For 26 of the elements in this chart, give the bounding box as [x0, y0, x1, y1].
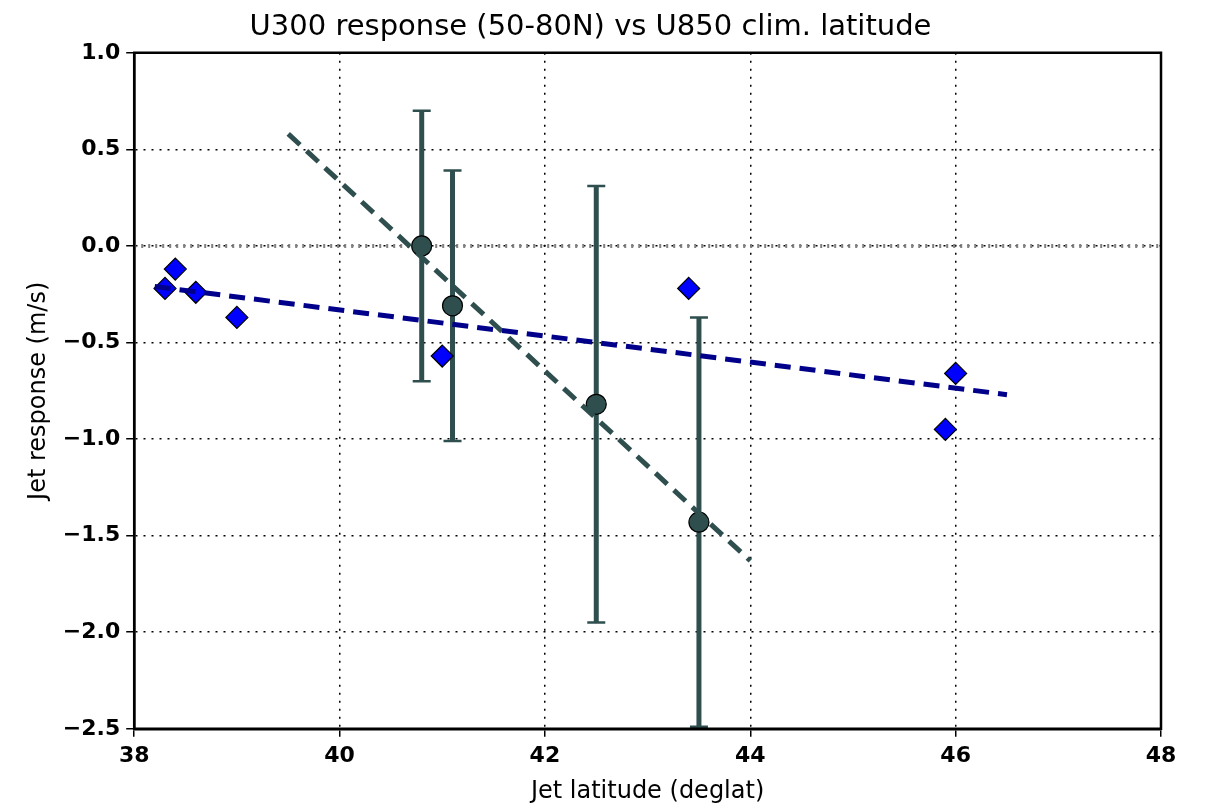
x-tick-label: 48	[1145, 741, 1177, 767]
point	[944, 361, 968, 386]
x-tick-label: 46	[940, 741, 971, 767]
y-tick-label: −1.5	[62, 521, 121, 547]
x-tick-label: 44	[734, 741, 766, 767]
chart-title: U300 response (50-80N) vs U850 clim. latitude	[249, 7, 932, 42]
y-tick-label: −2.5	[62, 714, 121, 740]
y-tick-label: −0.5	[62, 328, 121, 354]
point	[933, 417, 957, 442]
y-tick-label: 0.5	[81, 135, 121, 161]
x-tick-label: 42	[529, 741, 561, 767]
point	[430, 344, 454, 368]
point	[225, 305, 249, 330]
y-tick-label: 0.0	[81, 231, 121, 257]
point	[677, 276, 701, 301]
point	[411, 235, 433, 257]
y-axis-title: Jet response (m/s)	[22, 281, 51, 502]
x-tick-label: 38	[118, 741, 150, 767]
x-axis-title: Jet latitude (deglat)	[528, 775, 765, 804]
x-tick-label: 40	[324, 741, 355, 767]
point	[585, 393, 607, 415]
y-tick-label: −2.0	[62, 617, 121, 643]
y-tick-label: −1.0	[62, 424, 121, 450]
point	[441, 295, 464, 317]
y-tick-label: 1.0	[81, 38, 121, 64]
point	[163, 257, 187, 281]
